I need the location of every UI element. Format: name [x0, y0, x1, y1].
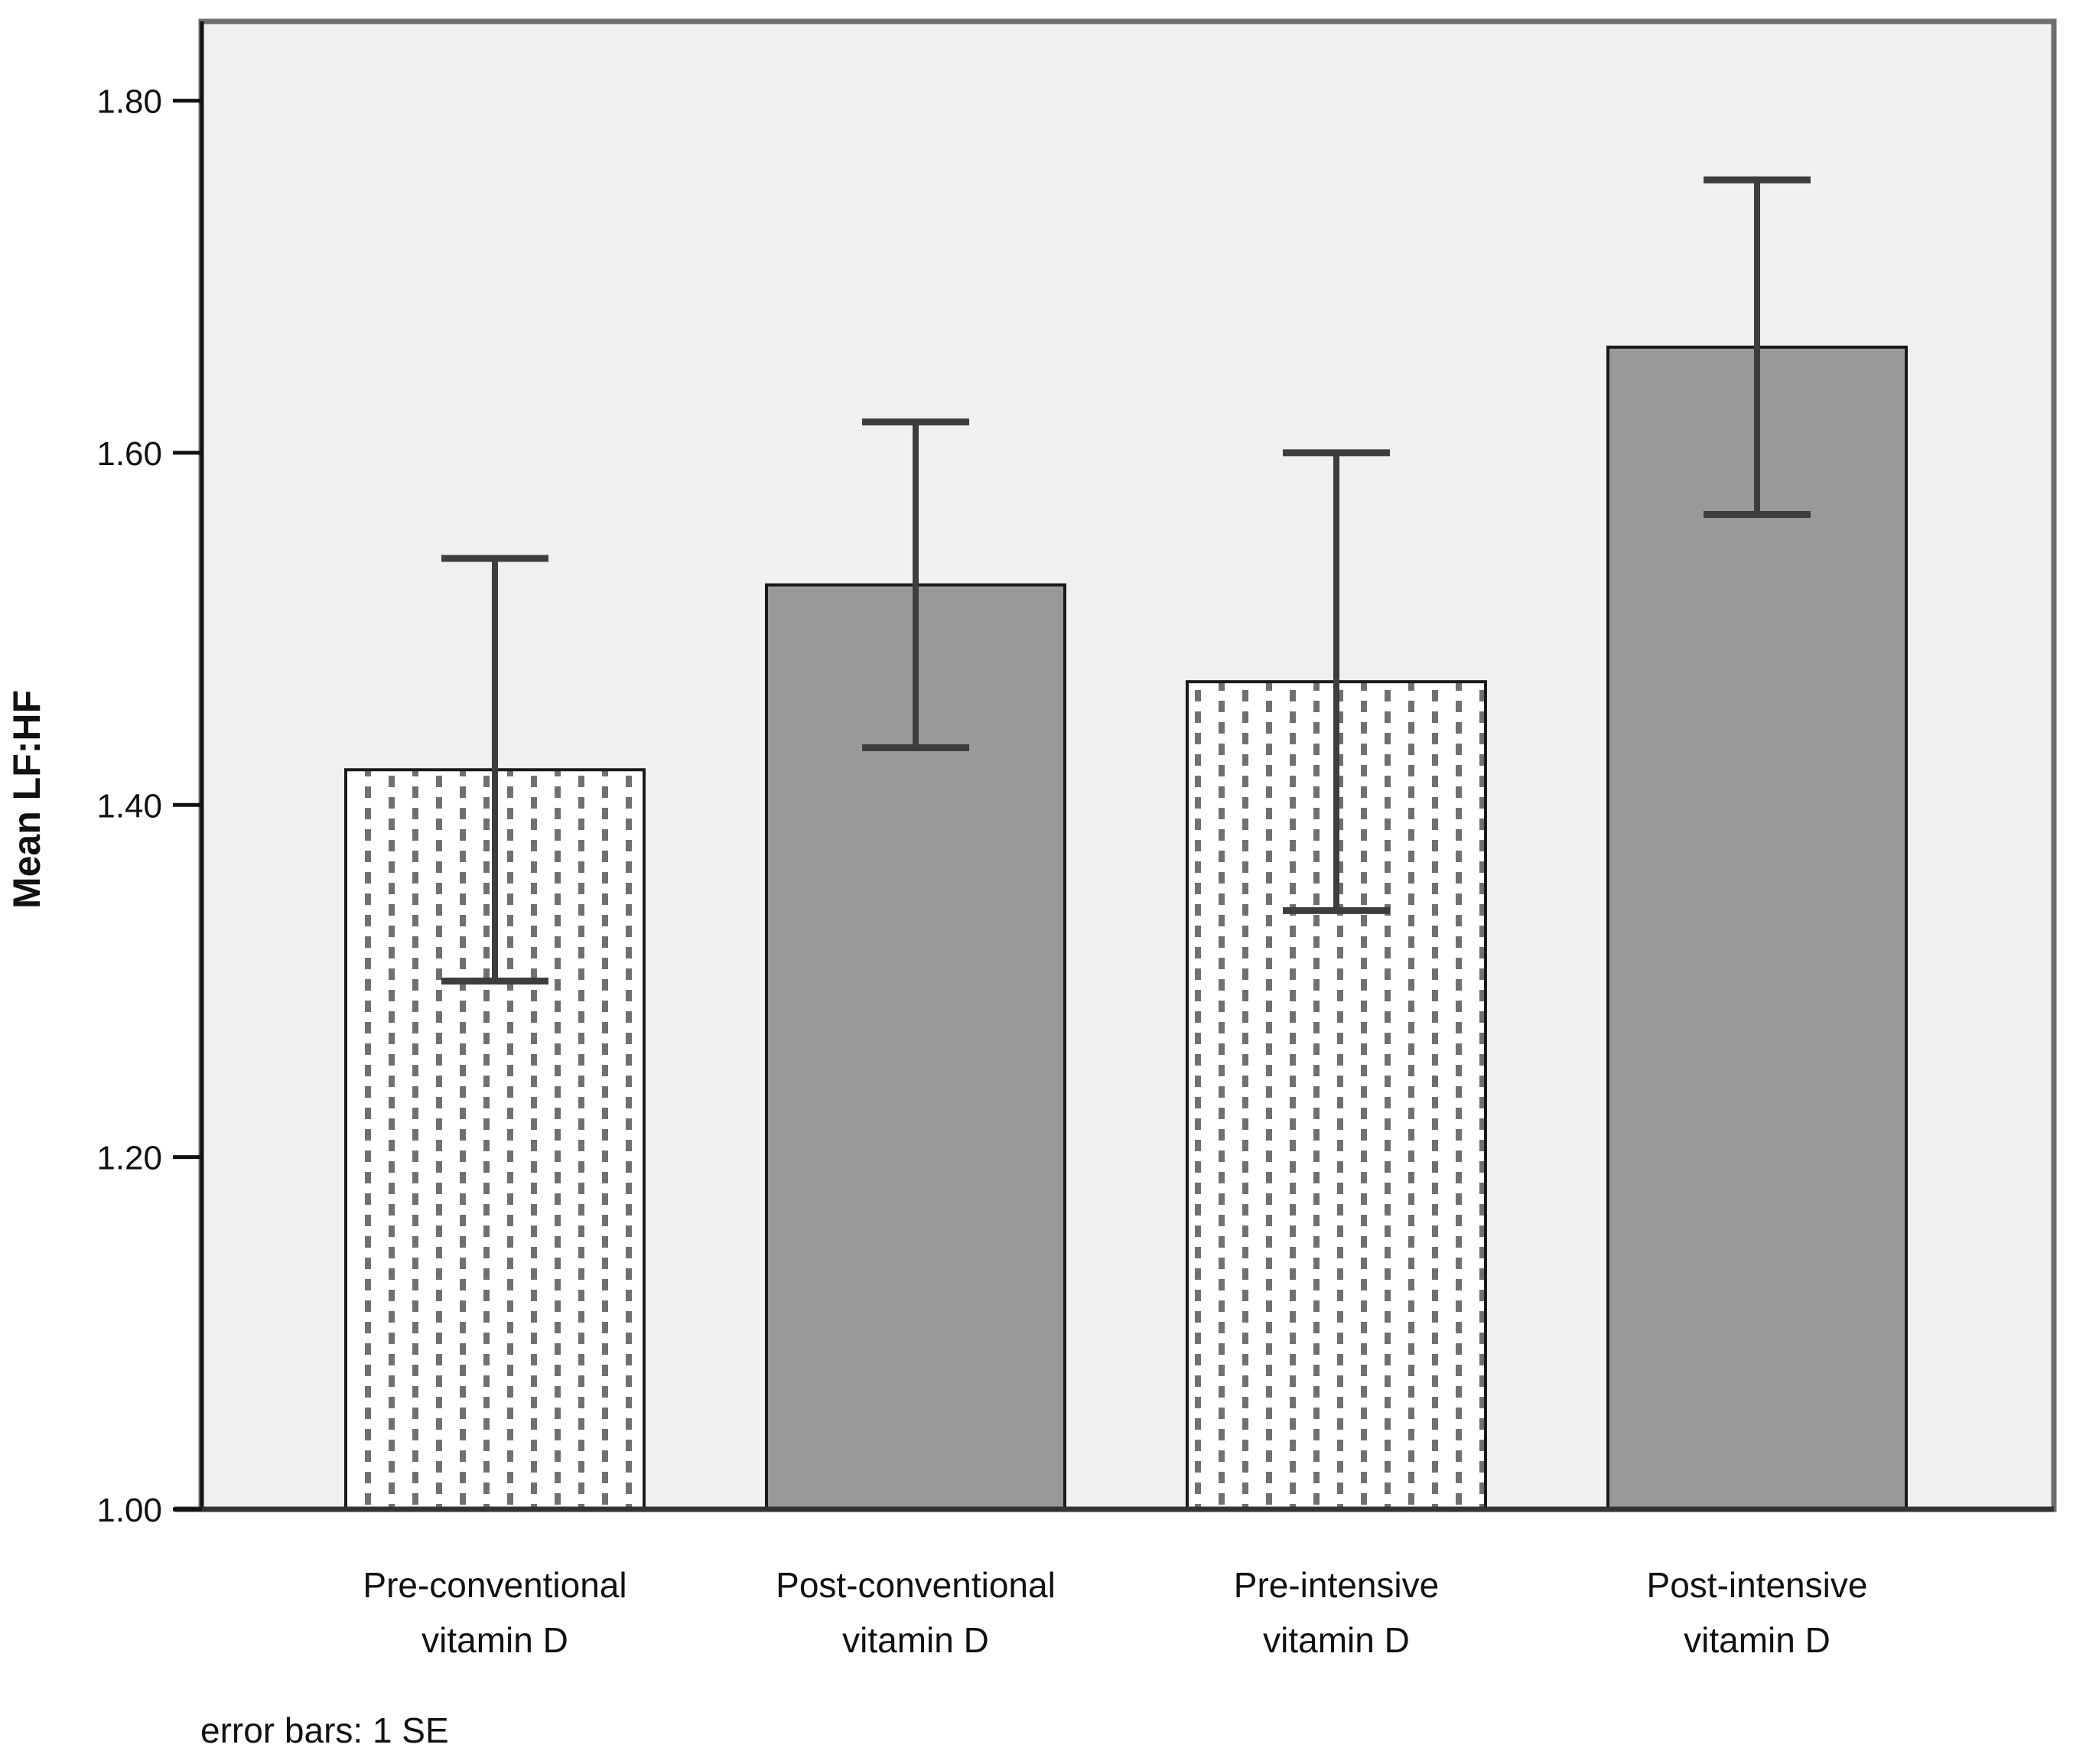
error-bar-post-conventional-vitamin-d: [862, 418, 969, 751]
bar-post-intensive-vitamin-d: [1606, 345, 1908, 1512]
category-label-pre-conventional-vitamin-d: Pre-conventional vitamin D: [363, 1565, 626, 1660]
error-bar-footnote: error bars: 1 SE: [200, 1710, 449, 1750]
category-label-line1: Pre-intensive: [1234, 1565, 1439, 1605]
y-tick-label: 1.20: [96, 1140, 162, 1177]
error-bar-post-intensive-vitamin-d: [1704, 176, 1811, 518]
category-label-line2: vitamin D: [842, 1620, 989, 1660]
category-label-line1: Post-intensive: [1647, 1565, 1868, 1605]
y-tick-label: 1.60: [96, 435, 162, 473]
error-bar-pre-intensive-vitamin-d: [1283, 449, 1390, 914]
category-label-line2: vitamin D: [1684, 1620, 1831, 1660]
error-bars-layer: [441, 176, 1811, 985]
category-label-line1: Post-conventional: [776, 1565, 1056, 1605]
category-label-line1: Pre-conventional: [363, 1565, 626, 1605]
y-axis-title: Mean LF:HF: [5, 690, 48, 909]
y-tick-label: 1.00: [96, 1492, 162, 1529]
error-bar-pre-conventional-vitamin-d: [441, 555, 548, 985]
category-label-line2: vitamin D: [421, 1620, 568, 1660]
category-label-pre-intensive-vitamin-d: Pre-intensive vitamin D: [1234, 1565, 1439, 1660]
category-label-post-conventional-vitamin-d: Post-conventional vitamin D: [776, 1565, 1056, 1660]
y-tick-label: 1.80: [96, 83, 162, 121]
y-tick-label: 1.40: [96, 787, 162, 825]
category-label-line2: vitamin D: [1263, 1620, 1410, 1660]
y-axis-ticks: 1.00 1.20 1.40 1.60 1.80: [96, 83, 202, 1529]
category-label-post-intensive-vitamin-d: Post-intensive vitamin D: [1647, 1565, 1868, 1660]
